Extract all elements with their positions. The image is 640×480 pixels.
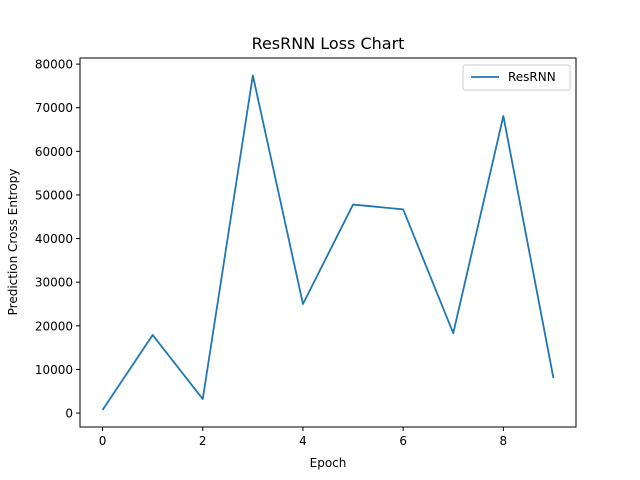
legend-label-resrnn: ResRNN: [508, 70, 556, 84]
legend-box: [462, 64, 571, 91]
x-tick-label-8: 8: [500, 434, 508, 448]
y-tick-label-50000: 50000: [35, 188, 73, 202]
x-tick-label-0: 0: [99, 434, 107, 448]
y-tick-label-40000: 40000: [35, 232, 73, 246]
y-tick-label-80000: 80000: [35, 58, 73, 72]
y-tick-label-10000: 10000: [35, 363, 73, 377]
series-line-resrnn: [101, 74, 555, 411]
x-axis-label: Epoch: [310, 456, 347, 470]
legend: ResRNN: [462, 64, 571, 91]
y-tick-label-20000: 20000: [35, 319, 73, 333]
y-tick-label-60000: 60000: [35, 145, 73, 159]
plot-area: 0 2 4 6 8 0 10000 20000 30000 40000 50000 60000 7000…: [35, 57, 577, 448]
y-tick-label-30000: 30000: [35, 276, 73, 290]
x-tick-label-4: 4: [299, 434, 307, 448]
x-tick-label-6: 6: [399, 434, 407, 448]
y-tick-label-0: 0: [65, 407, 73, 421]
axes-frame: [79, 57, 577, 428]
chart-title: ResRNN Loss Chart: [252, 34, 405, 53]
y-axis-label: Prediction Cross Entropy: [6, 169, 20, 316]
y-tick-label-70000: 70000: [35, 101, 73, 115]
x-tick-label-2: 2: [199, 434, 207, 448]
